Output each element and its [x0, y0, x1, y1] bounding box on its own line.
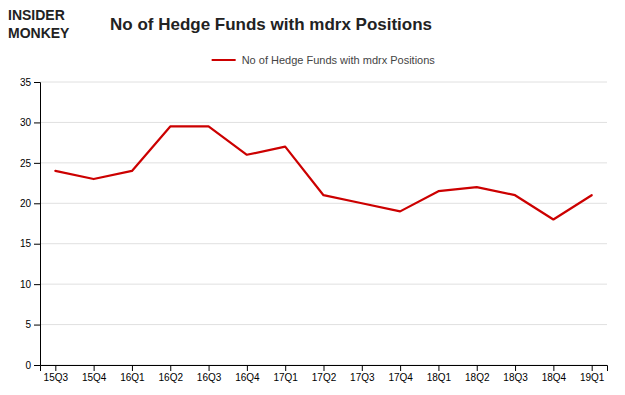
tick-label: 17Q4 — [388, 372, 413, 383]
tick: 25 — [20, 158, 40, 169]
tick-mark — [285, 365, 286, 371]
tick: 17Q4 — [388, 365, 413, 383]
tick-label: 18Q1 — [427, 372, 452, 383]
tick-label: 15 — [20, 238, 32, 249]
tick: 16Q4 — [235, 365, 260, 383]
tick-mark — [170, 365, 171, 371]
tick-mark — [34, 284, 40, 285]
tick-label: 16Q3 — [197, 372, 222, 383]
tick-label: 17Q1 — [273, 372, 298, 383]
tick: 17Q1 — [273, 365, 298, 383]
tick-mark — [94, 365, 95, 371]
tick-mark — [55, 365, 56, 371]
tick: 18Q3 — [503, 365, 528, 383]
title: No of Hedge Funds with mdrx Positions — [110, 15, 432, 34]
grid-line — [40, 324, 607, 325]
axis-line — [41, 366, 608, 372]
tick-label: 20 — [20, 198, 32, 209]
tick-label: 16Q4 — [235, 372, 260, 383]
tick-label: 18Q2 — [465, 372, 490, 383]
tick-mark — [553, 365, 554, 371]
tick-label: 25 — [20, 158, 32, 169]
tick-mark — [34, 82, 40, 83]
tick-label: 16Q1 — [120, 372, 145, 383]
tick-mark — [132, 365, 133, 371]
tick-label: 15Q3 — [44, 372, 69, 383]
tick: 15 — [20, 238, 40, 249]
y-axis: 0 5 10 15 20 25 30 35 — [20, 77, 41, 371]
tick: 16Q3 — [197, 365, 222, 383]
tick-label: 19Q1 — [580, 372, 605, 383]
tick: 15Q4 — [82, 365, 107, 383]
tick-label: 17Q3 — [350, 372, 375, 383]
tick-mark — [324, 365, 325, 371]
tick: 17Q3 — [350, 365, 375, 383]
tick-label: 18Q4 — [542, 372, 567, 383]
tick-mark — [592, 365, 593, 371]
annotation: MONKEY — [8, 25, 70, 41]
tick-mark — [34, 365, 40, 366]
tick-label: 10 — [20, 279, 32, 290]
tick-mark — [362, 365, 363, 371]
plot: 0 5 10 15 20 25 30 35 15Q3 15Q4 16Q1 16Q2 16Q3 16Q4 17… — [20, 77, 608, 383]
chart: INSIDER MONKEY No of Hedge Funds with mdrx… — [0, 0, 625, 395]
grid-line — [40, 122, 607, 123]
tick-label: 15Q4 — [82, 372, 107, 383]
line — [55, 126, 591, 219]
legend: No of Hedge Funds with mdrx Positions — [212, 54, 436, 66]
legend-swatch — [212, 59, 236, 61]
grid-line — [40, 243, 607, 244]
tick-label: 18Q3 — [503, 372, 528, 383]
grid — [40, 82, 607, 365]
tick-label: 5 — [25, 319, 31, 330]
grid-line — [40, 284, 607, 285]
tick: 17Q2 — [312, 365, 337, 383]
legend-label: No of Hedge Funds with mdrx Positions — [242, 54, 436, 66]
grid-line — [40, 162, 607, 163]
tick: 19Q1 — [580, 365, 605, 383]
grid-line — [40, 82, 607, 83]
tick-mark — [34, 163, 40, 164]
annotation: INSIDER — [8, 7, 65, 23]
tick: 15Q3 — [44, 365, 69, 383]
tick: 20 — [20, 198, 40, 209]
x-axis: 15Q3 15Q4 16Q1 16Q2 16Q3 16Q4 17Q1 17Q2 17Q3 17Q4… — [41, 365, 608, 383]
tick: 16Q2 — [159, 365, 184, 383]
tick: 10 — [20, 279, 40, 290]
tick-label: 30 — [20, 117, 32, 128]
tick-label: 0 — [25, 360, 31, 371]
tick: 5 — [25, 319, 40, 330]
tick: 35 — [20, 77, 40, 88]
tick: 0 — [25, 360, 40, 371]
tick: 18Q2 — [465, 365, 490, 383]
tick: 18Q4 — [542, 365, 567, 383]
tick-mark — [400, 365, 401, 371]
tick-mark — [34, 122, 40, 123]
tick-mark — [515, 365, 516, 371]
tick: 30 — [20, 117, 40, 128]
tick-label: 35 — [20, 77, 32, 88]
grid-line — [40, 203, 607, 204]
tick-mark — [34, 203, 40, 204]
legend-item: No of Hedge Funds with mdrx Positions — [212, 54, 436, 66]
tick: 18Q1 — [427, 365, 452, 383]
tick-mark — [34, 244, 40, 245]
axis-line — [34, 83, 41, 366]
tick-mark — [438, 365, 439, 371]
tick: 16Q1 — [120, 365, 145, 383]
tick-mark — [34, 325, 40, 326]
tick-mark — [477, 365, 478, 371]
marks — [55, 126, 591, 219]
tick-label: 17Q2 — [312, 372, 337, 383]
tick-mark — [247, 365, 248, 371]
tick-label: 16Q2 — [159, 372, 184, 383]
tick-mark — [209, 365, 210, 371]
